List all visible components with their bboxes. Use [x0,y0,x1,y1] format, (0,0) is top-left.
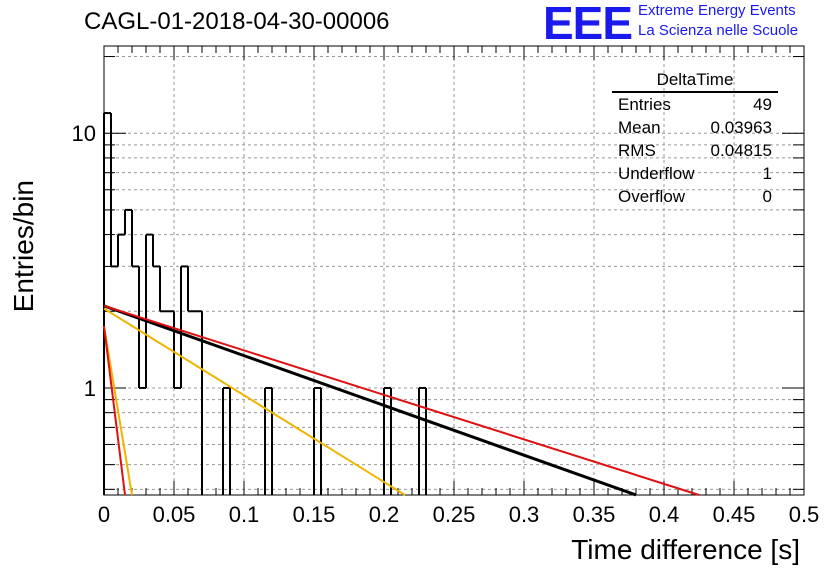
x-tick-label: 0.05 [153,502,196,527]
histogram-bars [103,112,427,495]
stats-box: DeltaTime Entries 49 Mean 0.03963 RMS 0.048… [612,70,778,208]
axis-ticks [103,46,805,495]
x-tick-label: 0.35 [573,502,616,527]
fit-line [103,325,133,496]
x-tick-label: 0 [98,502,110,527]
x-tick-label: 0.5 [789,502,820,527]
fit-line [103,304,700,496]
stats-row-underflow: Underflow 1 [618,164,772,183]
logo-line-1: Extreme Energy Events [638,2,796,19]
x-tick-label: 0.15 [293,502,336,527]
y-tick-labels: 1 10 [72,121,96,401]
fit-line [103,307,406,496]
x-tick-label: 0.45 [713,502,756,527]
y-tick-label: 10 [72,121,96,146]
x-tick-label: 0.4 [649,502,680,527]
x-tick-labels: 0 0.05 0.1 0.15 0.2 0.25 0.3 0.35 0.4 0.45 0.5 [98,502,819,527]
x-tick-label: 0.25 [433,502,476,527]
x-tick-label: 0.2 [369,502,400,527]
stats-title: DeltaTime [612,70,778,93]
stats-row-entries: Entries 49 [618,95,772,114]
stats-row-mean: Mean 0.03963 [618,118,772,137]
stats-row-overflow: Overflow 0 [618,187,772,206]
stats-row-rms: RMS 0.04815 [618,141,772,160]
fit-line [103,304,637,497]
x-tick-label: 0.3 [509,502,540,527]
fit-line [103,325,126,496]
y-tick-label: 1 [84,376,96,401]
chart-title: CAGL-01-2018-04-30-00006 [84,8,390,35]
x-axis-label: Time difference [s] [571,534,800,565]
logo-line-2: La Scienza nelle Scuole [638,22,799,39]
eee-logo: EEE [543,0,633,49]
y-axis-label: Entries/bin [8,180,39,312]
x-tick-label: 0.1 [229,502,260,527]
fit-lines [103,304,700,497]
